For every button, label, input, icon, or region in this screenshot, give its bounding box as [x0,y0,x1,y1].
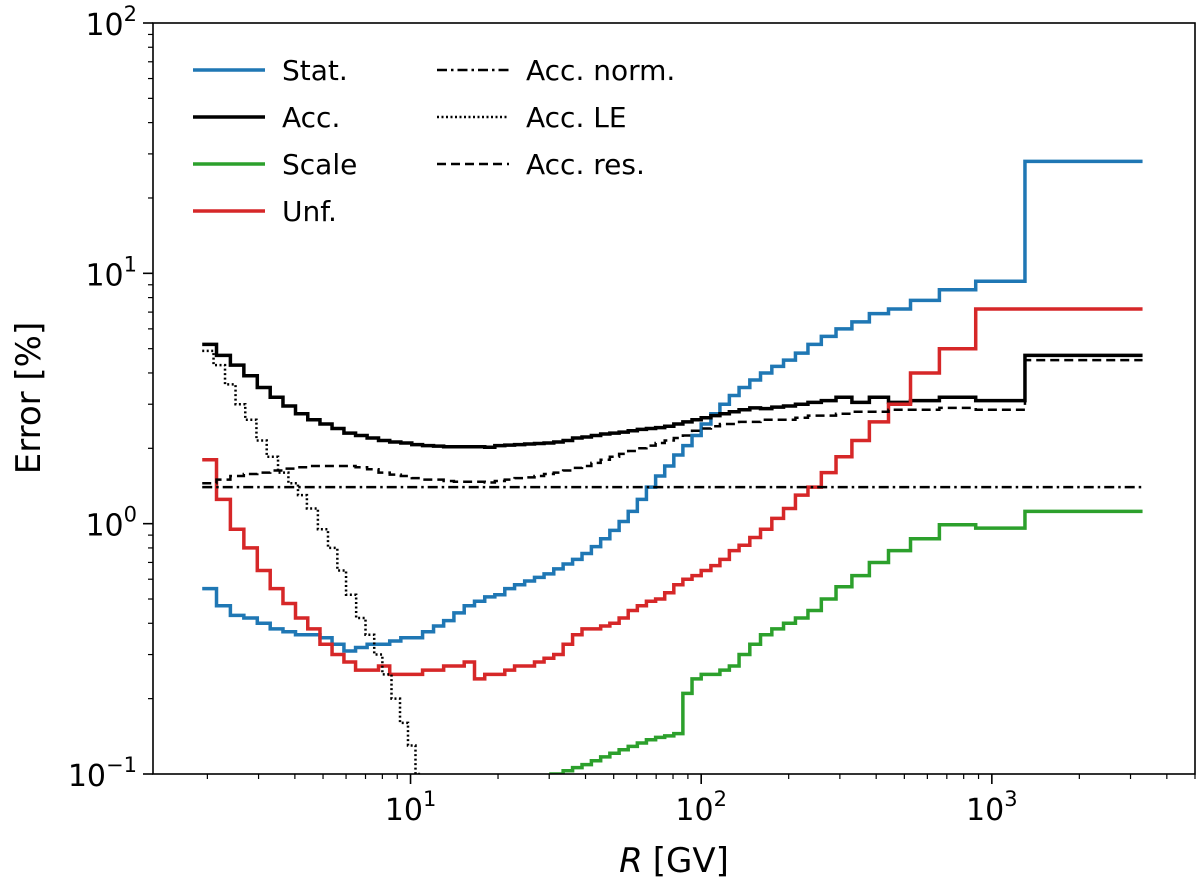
legend-item: Acc. norm. [437,54,675,87]
x-axis-label-var: R [619,841,643,881]
x-axis-ticks: 101 102 103 [206,774,1196,828]
legend-item: Acc. [193,101,340,134]
legend-label: Stat. [282,54,348,87]
series-layer [202,159,1143,774]
legend-label: Unf. [282,195,337,228]
legend-item: Unf. [193,195,337,228]
x-tick-label: 103 [966,787,1018,828]
x-tick-label: 101 [385,787,437,828]
legend-item: Scale [193,148,357,181]
series-line-0 [202,159,1143,653]
legend: Stat. Acc. Scale Unf. Acc. norm. Acc. LE Acc. … [193,54,675,228]
y-tick-label: 10−1 [68,753,137,794]
legend-label: Acc. LE [526,101,627,134]
legend-item: Stat. [193,54,348,87]
legend-label: Scale [282,148,357,181]
axes-frame [152,22,1196,775]
series-line-1 [202,342,1143,449]
series-line-6 [202,358,1143,485]
legend-label: Acc. res. [526,148,645,181]
y-tick-label: 102 [85,2,137,43]
legend-item: Acc. res. [437,148,645,181]
x-axis-label-unit: [GV] [653,841,729,881]
series-line-5 [202,349,423,774]
x-axis-label: R [GV] [619,841,729,881]
plot-area [152,22,1196,775]
legend-item: Acc. LE [437,101,627,134]
legend-label: Acc. norm. [526,54,675,87]
legend-label: Acc. [282,101,340,134]
y-axis-label: Error [%] [9,322,49,475]
series-line-2 [549,509,1143,774]
y-axis-ticks: 10−1 100 101 102 [68,2,153,794]
series-line-3 [202,307,1143,681]
y-tick-label: 101 [85,252,137,293]
y-tick-label: 100 [85,503,137,544]
x-tick-label: 102 [675,787,727,828]
